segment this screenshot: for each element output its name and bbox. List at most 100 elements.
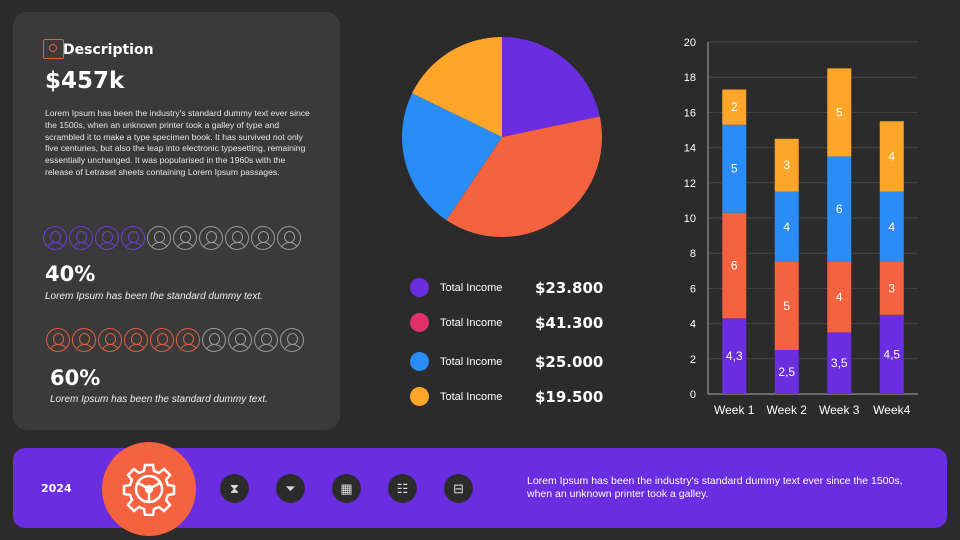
people-rating-40 xyxy=(43,226,301,250)
x-tick-label: Week4 xyxy=(873,403,910,417)
bar-segment xyxy=(722,124,747,213)
person-icon xyxy=(69,226,93,250)
bar-segment xyxy=(774,262,799,350)
person-icon xyxy=(95,226,119,250)
stat-percent-40: 40% xyxy=(45,262,96,286)
bar-data-label: 2,5 xyxy=(778,365,795,379)
person-icon xyxy=(173,226,197,250)
stat-text-60: Lorem Ipsum has been the standard dummy … xyxy=(50,394,268,405)
bar-segment xyxy=(774,191,799,262)
person-icon xyxy=(199,226,223,250)
bar-segment xyxy=(879,262,904,315)
bar-data-label: 6 xyxy=(731,259,738,273)
x-tick-label: Week 3 xyxy=(819,403,860,417)
y-tick-label: 14 xyxy=(684,143,696,155)
gear-steering-icon xyxy=(102,442,196,536)
legend-dot xyxy=(410,313,429,332)
person-icon xyxy=(280,328,304,352)
pie-slice-0 xyxy=(502,37,600,137)
bar-segment xyxy=(774,138,799,192)
legend-item: Total Income $41.300 xyxy=(410,313,603,332)
bar-segment xyxy=(722,212,747,319)
bar-data-label: 5 xyxy=(731,162,738,176)
bar-data-label: 4,5 xyxy=(883,347,900,361)
person-icon xyxy=(277,226,301,250)
person-icon xyxy=(251,226,275,250)
person-icon xyxy=(176,328,200,352)
y-tick-label: 8 xyxy=(690,248,696,260)
y-tick-label: 4 xyxy=(690,319,696,331)
person-icon xyxy=(147,226,171,250)
description-title: Description xyxy=(63,42,154,58)
bar-data-label: 4 xyxy=(888,220,895,234)
person-icon xyxy=(43,226,67,250)
description-card xyxy=(13,12,340,430)
person-icon xyxy=(124,328,148,352)
bar-data-label: 4 xyxy=(888,149,895,163)
bar-data-label: 3,5 xyxy=(831,356,848,370)
legend-item: Total Income $23.800 xyxy=(410,278,603,297)
person-icon xyxy=(46,328,70,352)
legend-label: Total Income xyxy=(440,390,503,403)
person-icon xyxy=(202,328,226,352)
legend-value: $19.500 xyxy=(535,387,604,406)
y-tick-label: 2 xyxy=(690,354,696,366)
legend-dot xyxy=(410,387,429,406)
bar-data-label: 6 xyxy=(836,202,843,216)
footer-year: 2024 xyxy=(41,482,72,495)
team-icon[interactable]: ☷ xyxy=(388,474,417,503)
bar-data-label: 3 xyxy=(783,158,790,172)
description-text: Lorem Ipsum has been the industry's stan… xyxy=(45,108,310,177)
person-icon xyxy=(228,328,252,352)
pie-slice-2 xyxy=(402,93,502,221)
y-tick-label: 0 xyxy=(690,389,696,401)
person-icon xyxy=(121,226,145,250)
person-icon xyxy=(150,328,174,352)
legend-dot xyxy=(410,352,429,371)
legend-item: Total Income $19.500 xyxy=(410,387,603,406)
pie-chart xyxy=(402,37,602,237)
y-tick-label: 16 xyxy=(684,107,696,119)
legend-dot xyxy=(410,278,429,297)
legend-value: $25.000 xyxy=(535,352,604,371)
stacked-bar-chart: 0 2 4 6 8 10 12 14 16 18 20 4,3 6 5 2 Week 1 2,5 5 4 3 Week … xyxy=(684,37,918,417)
calendar-icon[interactable]: ▦ xyxy=(332,474,361,503)
stat-text-40: Lorem Ipsum has been the standard dummy … xyxy=(45,291,263,302)
y-tick-label: 12 xyxy=(684,178,696,190)
y-tick-label: 20 xyxy=(684,37,696,49)
bar-segment xyxy=(827,68,852,157)
x-tick-label: Week 2 xyxy=(767,403,808,417)
briefcase-icon[interactable]: ⊟ xyxy=(444,474,473,503)
legend-label: Total Income xyxy=(440,316,503,329)
bar-segment xyxy=(879,121,904,192)
legend-item: Total Income $25.000 xyxy=(410,352,603,371)
funnel-icon[interactable]: ⏷ xyxy=(276,474,305,503)
bar-data-label: 5 xyxy=(783,299,790,313)
bar-segment xyxy=(722,318,747,394)
footer-text: Lorem Ipsum has been the industry's stan… xyxy=(527,475,903,500)
bar-data-label: 2 xyxy=(731,100,738,114)
bar-data-label: 4,3 xyxy=(726,349,743,363)
person-icon xyxy=(225,226,249,250)
y-tick-label: 10 xyxy=(684,213,696,225)
hourglass-icon[interactable]: ⧗ xyxy=(220,474,249,503)
pie-slice-3 xyxy=(412,37,502,137)
person-icon xyxy=(98,328,122,352)
bar-segment xyxy=(774,350,799,394)
bar-data-label: 4 xyxy=(836,290,843,304)
legend-label: Total Income xyxy=(440,281,503,294)
bar-segment xyxy=(827,156,852,262)
person-icon xyxy=(72,328,96,352)
bar-segment xyxy=(827,332,852,394)
bar-segment xyxy=(879,191,904,262)
bar-segment xyxy=(722,89,747,125)
person-icon xyxy=(254,328,278,352)
legend-label: Total Income xyxy=(440,355,503,368)
x-tick-label: Week 1 xyxy=(714,403,755,417)
legend-value: $23.800 xyxy=(535,278,604,297)
amount: $457k xyxy=(45,68,125,94)
safe-icon xyxy=(43,39,64,59)
bar-segment xyxy=(827,262,852,333)
bar-segment xyxy=(879,314,904,394)
legend-value: $41.300 xyxy=(535,313,604,332)
